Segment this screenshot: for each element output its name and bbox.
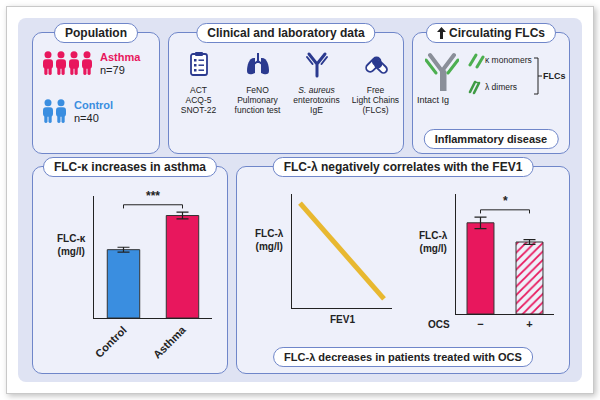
html-text:ACQ-5: ACQ-5 <box>185 95 212 105</box>
html-text:Free: Free <box>366 85 385 95</box>
html-text:λ dimers: λ dimers <box>485 82 518 92</box>
svg-text:FLC-λ(mg/l): FLC-λ(mg/l) <box>419 230 448 254</box>
html-text:Clinical and laboratory data: Clinical and laboratory data <box>207 26 365 40</box>
html-text:Inflammatory disease: Inflammatory disease <box>434 133 548 145</box>
html-text:(FLCs): (FLCs) <box>362 105 389 115</box>
svg-text:−: − <box>477 318 483 330</box>
html-text:Intact Ig: Intact Ig <box>417 95 449 105</box>
svg-text:***: *** <box>146 189 160 203</box>
html-text:FeNO: FeNO <box>246 85 269 95</box>
svg-text:FLC-λ(mg/l): FLC-λ(mg/l) <box>255 228 284 252</box>
html-text:κ monomers: κ monomers <box>485 55 532 65</box>
html-text:Control: Control <box>74 99 114 111</box>
svg-text:Asthma: Asthma <box>151 323 189 361</box>
html-text:SNOT-22: SNOT-22 <box>180 105 217 115</box>
svg-text:FEV1: FEV1 <box>330 314 355 325</box>
svg-text:+: + <box>526 318 532 330</box>
html-text:IgE: IgE <box>310 105 323 115</box>
html-text:function test: function test <box>234 105 281 115</box>
html-text:Asthma: Asthma <box>100 51 141 63</box>
html-text:n=40: n=40 <box>74 112 99 124</box>
svg-text:*: * <box>503 194 508 208</box>
svg-text:FLC-κ(mg/l): FLC-κ(mg/l) <box>57 233 86 257</box>
html-text:FLC-κ increases in asthma: FLC-κ increases in asthma <box>54 160 206 174</box>
html-text:Pulmonary: Pulmonary <box>237 95 278 105</box>
html-text:ACT: ACT <box>190 85 207 95</box>
html-text:FLCs: FLCs <box>543 71 566 81</box>
html-text:n=79: n=79 <box>100 64 125 76</box>
html-text:S. aureus: S. aureus <box>298 85 335 95</box>
html-text:Light Chains: Light Chains <box>351 95 400 105</box>
svg-text:Control: Control <box>93 324 129 360</box>
html-text:enterotoxins: enterotoxins <box>293 95 340 105</box>
svg-text:OCS: OCS <box>428 319 450 330</box>
html-text:FLC-λ negatively correlates wi: FLC-λ negatively correlates with the FEV… <box>283 160 523 174</box>
html-text:FLC-λ decreases in patients tr: FLC-λ decreases in patients treated with… <box>284 351 522 363</box>
html-text:Population: Population <box>65 26 127 40</box>
html-text:Circulating FLCs: Circulating FLCs <box>449 26 545 40</box>
